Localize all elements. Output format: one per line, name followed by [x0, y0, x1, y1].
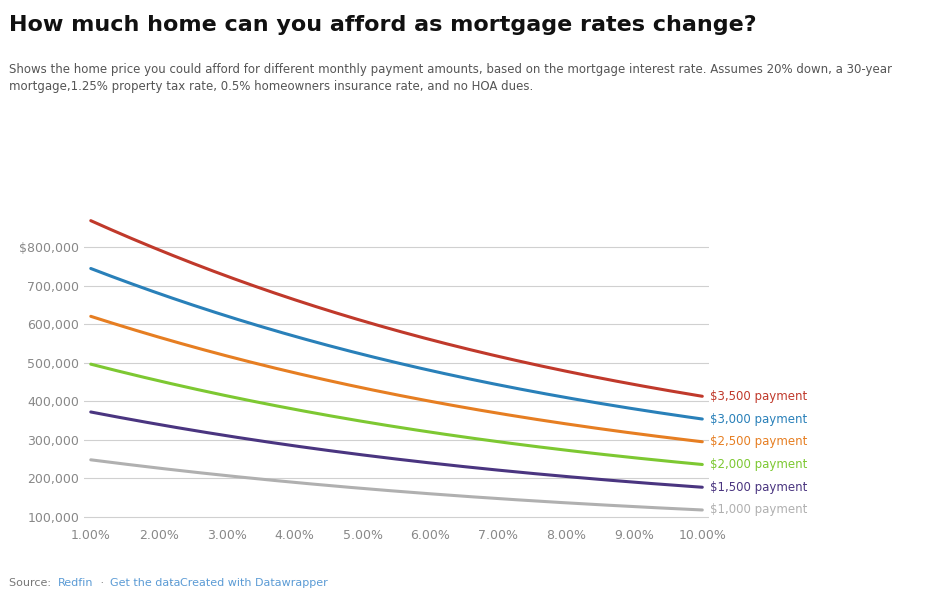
Text: ·: ·: [97, 578, 107, 588]
Text: How much home can you afford as mortgage rates change?: How much home can you afford as mortgage…: [9, 15, 757, 35]
Text: $2,500 payment: $2,500 payment: [710, 435, 808, 448]
Text: $3,000 payment: $3,000 payment: [710, 412, 808, 426]
Text: $1,000 payment: $1,000 payment: [710, 504, 808, 517]
Text: $3,500 payment: $3,500 payment: [710, 390, 808, 403]
Text: $2,000 payment: $2,000 payment: [710, 458, 808, 471]
Text: ·: ·: [166, 578, 176, 588]
Text: Shows the home price you could afford for different monthly payment amounts, bas: Shows the home price you could afford fo…: [9, 63, 892, 93]
Text: Get the data: Get the data: [110, 578, 181, 588]
Text: Redfin: Redfin: [58, 578, 93, 588]
Text: Source:: Source:: [9, 578, 55, 588]
Text: Created with Datawrapper: Created with Datawrapper: [180, 578, 327, 588]
Text: $1,500 payment: $1,500 payment: [710, 481, 808, 494]
